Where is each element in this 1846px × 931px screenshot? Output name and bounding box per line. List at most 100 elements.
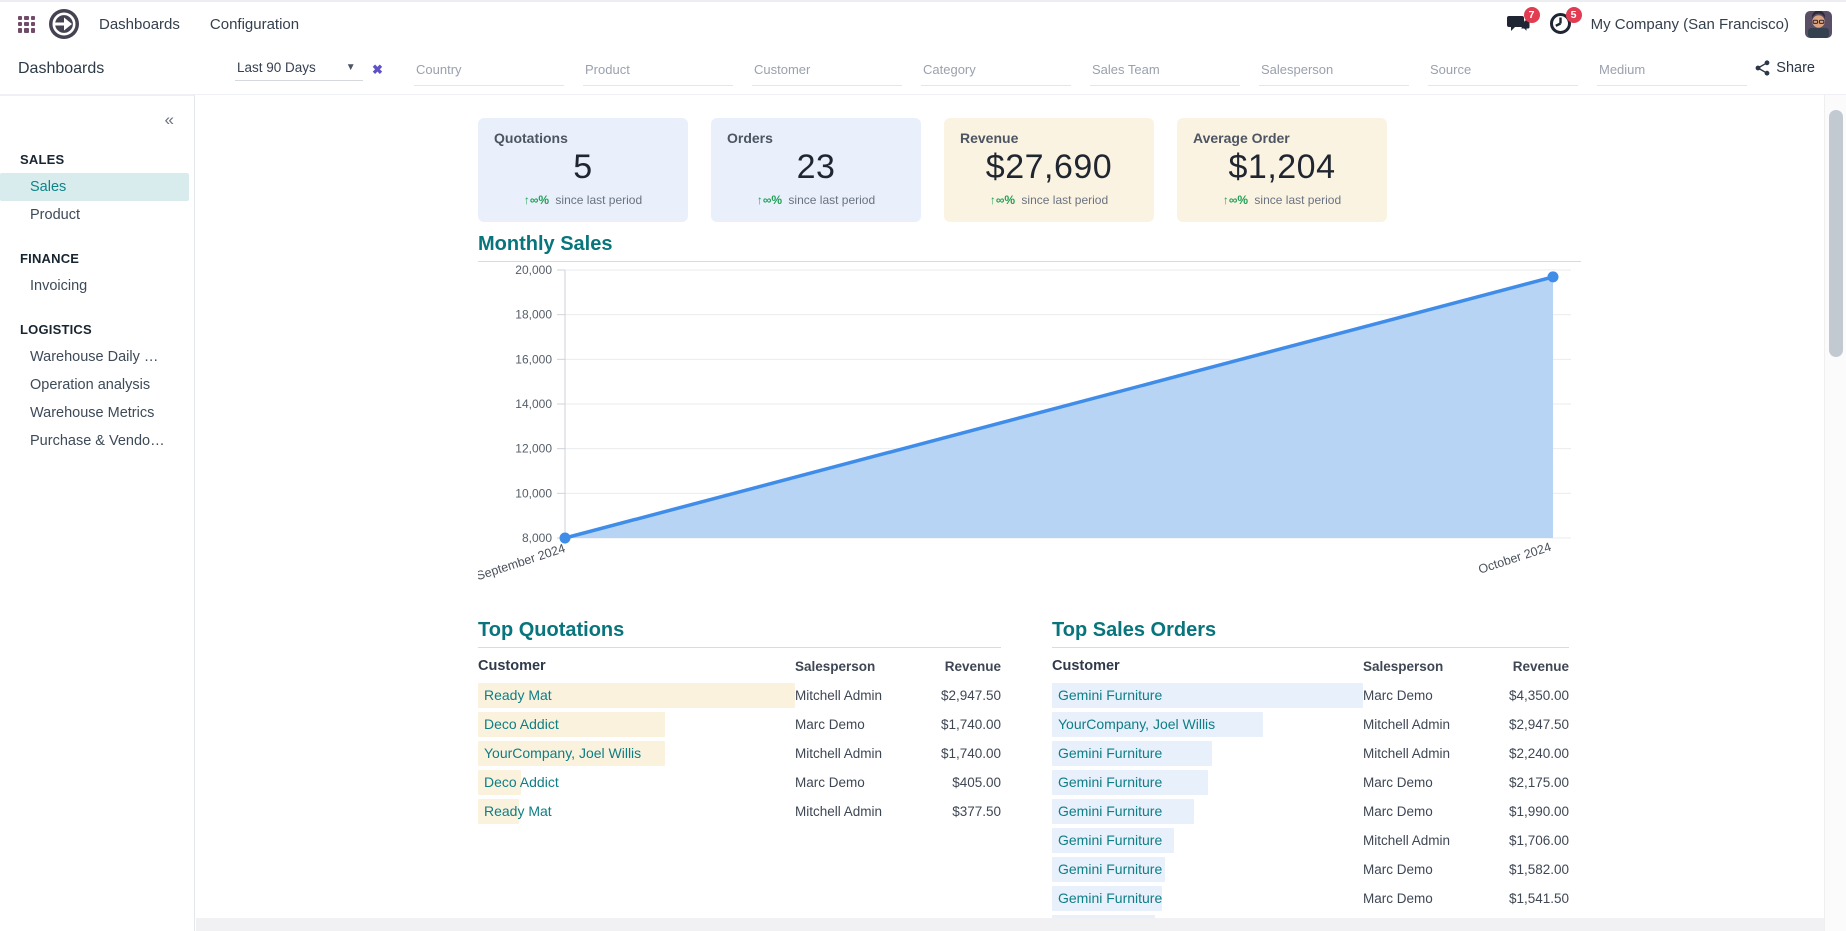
data-point[interactable] bbox=[1547, 271, 1559, 283]
customer-link[interactable]: Gemini Furniture bbox=[1058, 890, 1163, 906]
y-tick-label: 18,000 bbox=[515, 308, 552, 322]
sidebar-item-purchase-vendo-[interactable]: Purchase & Vendo… bbox=[30, 433, 165, 449]
filter-input-product[interactable]: Product bbox=[583, 58, 733, 86]
filter-input-salesperson[interactable]: Salesperson bbox=[1259, 58, 1409, 86]
kpi-value: 23 bbox=[796, 148, 836, 186]
salesperson-cell: Mitchell Admin bbox=[1363, 833, 1451, 848]
apps-menu-icon[interactable] bbox=[18, 15, 35, 33]
revenue-cell: $4,350.00 bbox=[1508, 688, 1569, 703]
filter-input-source[interactable]: Source bbox=[1428, 58, 1578, 86]
top-tables-row: Top Quotations Customer Salesperson Revenue… bbox=[478, 619, 1828, 918]
kpi-delta-note: since last period bbox=[785, 193, 876, 207]
clear-period-filter-icon[interactable]: ✖ bbox=[372, 61, 383, 77]
revenue-cell: $1,582.00 bbox=[1508, 862, 1569, 877]
company-switcher[interactable]: My Company (San Francisco) bbox=[1590, 15, 1789, 33]
salesperson-cell: Mitchell Admin bbox=[795, 804, 883, 819]
revenue-cell: $1,541.50 bbox=[1508, 891, 1569, 906]
sidebar-item-warehouse-metrics[interactable]: Warehouse Metrics bbox=[30, 405, 155, 421]
revenue-cell: $2,240.00 bbox=[1508, 746, 1569, 761]
customer-cell: Gemini Furniture bbox=[1052, 884, 1363, 913]
y-tick-label: 8,000 bbox=[522, 531, 552, 545]
data-point[interactable] bbox=[559, 532, 571, 544]
divider bbox=[1052, 647, 1569, 648]
sidebar-item-invoicing[interactable]: Invoicing bbox=[30, 278, 88, 294]
revenue-bar bbox=[1052, 741, 1213, 766]
table-row: Gemini Furniture Mitchell Admin $1,706.00 bbox=[1052, 826, 1569, 855]
column-header-salesperson[interactable]: Salesperson bbox=[1363, 658, 1444, 674]
messages-button[interactable]: 7 bbox=[1506, 7, 1540, 36]
salesperson-cell: Marc Demo bbox=[795, 717, 865, 732]
revenue-bar bbox=[1052, 828, 1174, 853]
customer-link[interactable]: Gemini Furniture bbox=[1058, 803, 1163, 819]
customer-cell: Gemini Furniture bbox=[1052, 797, 1363, 826]
customer-link[interactable]: YourCompany, Joel Willis bbox=[484, 745, 642, 761]
kpi-delta: ↑∞% since last period bbox=[494, 193, 672, 207]
dashboards-app-icon[interactable] bbox=[49, 9, 79, 39]
table-row: Deco Addict Marc Demo $1,740.00 bbox=[478, 710, 1001, 739]
salesperson-cell: Mitchell Admin bbox=[795, 746, 883, 761]
column-header-customer[interactable]: Customer bbox=[478, 658, 546, 674]
kpi-value: $27,690 bbox=[985, 148, 1113, 186]
table-title: Top Quotations bbox=[478, 619, 625, 641]
customer-link[interactable]: YourCompany, Joel Willis bbox=[1058, 716, 1216, 732]
customer-link[interactable]: Gemini Furniture bbox=[1058, 861, 1163, 877]
filter-input-category[interactable]: Category bbox=[921, 58, 1071, 86]
revenue-cell: $2,947.50 bbox=[940, 688, 1001, 703]
monthly-sales-area-chart: 8,000 10,000 12,000 14,000 16,000 18,000 20,00… bbox=[475, 263, 1571, 583]
sidebar-item-operation-analysis[interactable]: Operation analysis bbox=[30, 377, 151, 393]
kpi-label: Revenue bbox=[960, 130, 1019, 146]
customer-link[interactable]: Gemini Furniture bbox=[1058, 832, 1163, 848]
filter-input-country[interactable]: Country bbox=[414, 58, 564, 86]
kpi-delta: ↑∞% since last period bbox=[960, 193, 1138, 207]
collapse-sidebar-icon[interactable]: « bbox=[164, 110, 174, 129]
customer-link[interactable]: Deco Addict bbox=[484, 716, 559, 732]
revenue-cell: $2,175.00 bbox=[1508, 775, 1569, 790]
menu-configuration[interactable]: Configuration bbox=[209, 15, 300, 33]
customer-link[interactable]: Ready Mat bbox=[484, 687, 552, 703]
customer-cell: YourCompany, Joel Willis bbox=[478, 739, 795, 768]
filter-input-customer[interactable]: Customer bbox=[752, 58, 902, 86]
table-row: Gemini Furniture Marc Demo $2,175.00 bbox=[1052, 768, 1569, 797]
column-header-customer[interactable]: Customer bbox=[1052, 658, 1120, 674]
y-tick-label: 10,000 bbox=[515, 486, 552, 500]
customer-link[interactable]: Gemini Furniture bbox=[1058, 687, 1163, 703]
revenue-bar bbox=[478, 683, 795, 708]
monthly-sales-section: Monthly Sales 8,000 10,000 12,000 14,000 16,… bbox=[475, 233, 1581, 587]
sidebar-section-finance: FINANCE bbox=[20, 251, 80, 266]
vertical-scrollbar[interactable] bbox=[1824, 95, 1846, 931]
column-header-revenue[interactable]: Revenue bbox=[1512, 658, 1569, 674]
sidebar-item-sales[interactable]: Sales bbox=[0, 173, 189, 201]
customer-link[interactable]: Ready Mat bbox=[484, 803, 552, 819]
salesperson-cell: Mitchell Admin bbox=[795, 688, 883, 703]
filter-input-sales-team[interactable]: Sales Team bbox=[1090, 58, 1240, 86]
table-title: Top Sales Orders bbox=[1052, 619, 1217, 641]
column-header-revenue[interactable]: Revenue bbox=[944, 658, 1001, 674]
kpi-delta-arrow-infinity: ↑∞% bbox=[1222, 193, 1249, 207]
customer-cell: Gemini Furniture bbox=[1052, 739, 1363, 768]
customer-link[interactable]: Deco Addict bbox=[484, 774, 559, 790]
revenue-bar bbox=[478, 712, 666, 737]
scrollbar-thumb[interactable] bbox=[1829, 110, 1843, 357]
customer-cell: YourCompany, Joel Willis bbox=[1052, 710, 1363, 739]
menu-dashboards[interactable]: Dashboards bbox=[99, 15, 180, 33]
user-avatar[interactable] bbox=[1805, 10, 1832, 38]
filter-input-medium[interactable]: Medium bbox=[1597, 58, 1747, 86]
control-panel: Dashboards Last 90 Days ▼ ✖ Country Produ… bbox=[0, 46, 1846, 95]
table-header-row: Customer Salesperson Revenue bbox=[478, 651, 1001, 681]
sales-line bbox=[563, 275, 1555, 540]
revenue-bar bbox=[1052, 915, 1155, 918]
share-button[interactable]: Share bbox=[1755, 60, 1815, 76]
table-top-sales-orders: Top Sales Orders Customer Salesperson Reven… bbox=[1052, 619, 1569, 918]
activities-button[interactable]: 5 bbox=[1549, 7, 1582, 36]
y-tick-label: 14,000 bbox=[515, 397, 552, 411]
sidebar-item-warehouse-daily-[interactable]: Warehouse Daily … bbox=[30, 349, 159, 365]
column-header-salesperson[interactable]: Salesperson bbox=[795, 658, 876, 674]
customer-link[interactable]: Gemini Furniture bbox=[1058, 774, 1163, 790]
customer-link[interactable]: Gemini Furniture bbox=[1058, 745, 1163, 761]
kpi-card-orders: Orders 23 ↑∞% since last period bbox=[711, 118, 921, 222]
table-row: Gemini Furniture Marc Demo $1,582.00 bbox=[1052, 855, 1569, 884]
period-filter-select[interactable]: Last 90 Days ▼ bbox=[235, 58, 363, 81]
salesperson-cell: Marc Demo bbox=[1363, 775, 1433, 790]
sidebar-item-product[interactable]: Product bbox=[30, 207, 80, 223]
kpi-card-quotations: Quotations 5 ↑∞% since last period bbox=[478, 118, 688, 222]
